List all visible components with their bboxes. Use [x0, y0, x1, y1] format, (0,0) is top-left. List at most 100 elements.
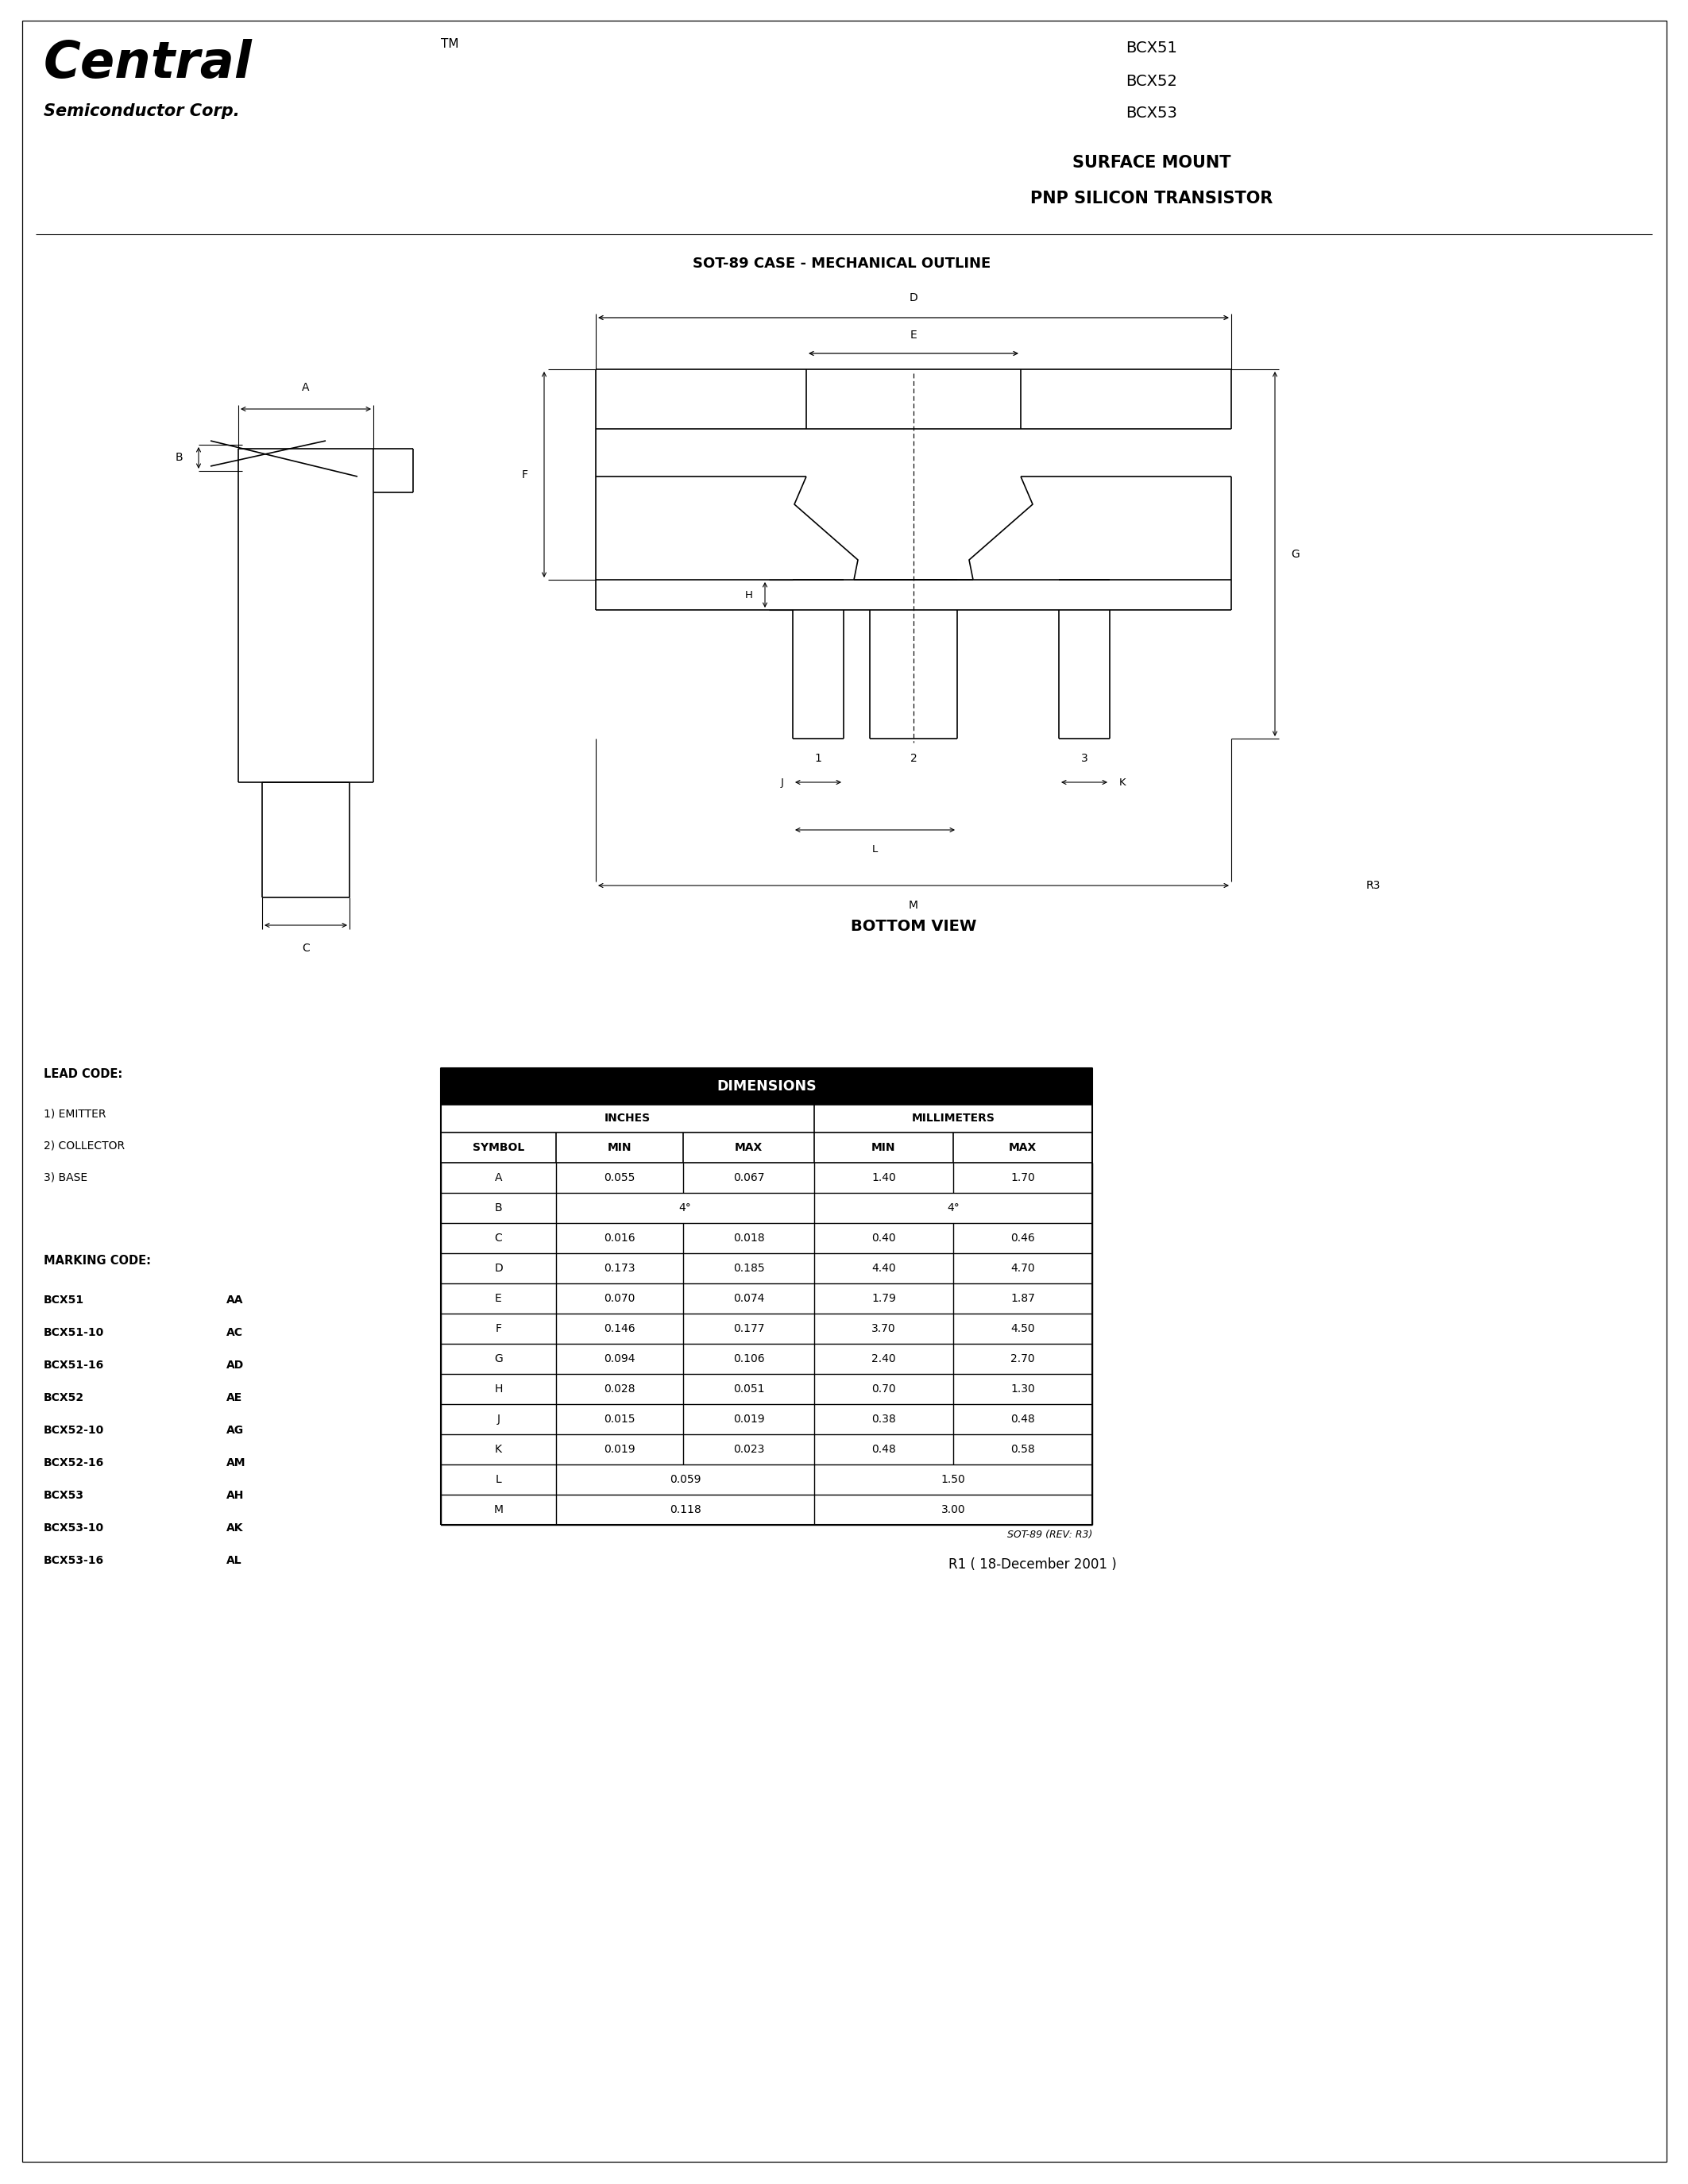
Text: BCX53: BCX53	[44, 1489, 84, 1500]
Text: 0.70: 0.70	[871, 1382, 896, 1396]
Text: Semiconductor Corp.: Semiconductor Corp.	[44, 103, 240, 120]
Text: F: F	[522, 470, 528, 480]
Text: G: G	[495, 1354, 503, 1365]
Text: C: C	[302, 943, 309, 954]
Text: 0.059: 0.059	[670, 1474, 701, 1485]
Text: DIMENSIONS: DIMENSIONS	[717, 1079, 817, 1094]
Text: 0.023: 0.023	[733, 1444, 765, 1455]
Text: BCX52: BCX52	[44, 1391, 84, 1404]
Text: AL: AL	[226, 1555, 241, 1566]
Text: 2.40: 2.40	[871, 1354, 896, 1365]
Text: 0.016: 0.016	[604, 1232, 635, 1243]
Text: 4°: 4°	[947, 1203, 959, 1214]
Text: TM: TM	[441, 37, 459, 50]
Text: F: F	[495, 1324, 501, 1334]
Text: 0.019: 0.019	[733, 1413, 765, 1424]
Text: 3.00: 3.00	[942, 1505, 966, 1516]
Text: AE: AE	[226, 1391, 243, 1404]
Text: SYMBOL: SYMBOL	[473, 1142, 525, 1153]
Text: 0.118: 0.118	[670, 1505, 701, 1516]
Text: J: J	[780, 778, 783, 788]
Text: MAX: MAX	[1009, 1142, 1036, 1153]
Text: LEAD CODE:: LEAD CODE:	[44, 1068, 123, 1081]
Text: 0.58: 0.58	[1011, 1444, 1035, 1455]
Text: 1.50: 1.50	[940, 1474, 966, 1485]
Text: SURFACE MOUNT: SURFACE MOUNT	[1072, 155, 1231, 170]
Text: A: A	[302, 382, 309, 393]
Text: 0.40: 0.40	[871, 1232, 896, 1243]
Text: 0.185: 0.185	[733, 1262, 765, 1273]
Text: Central: Central	[44, 39, 253, 87]
Text: 3) BASE: 3) BASE	[44, 1171, 88, 1182]
Text: 0.074: 0.074	[733, 1293, 765, 1304]
Text: 0.019: 0.019	[604, 1444, 635, 1455]
Text: 0.094: 0.094	[604, 1354, 635, 1365]
Text: A: A	[495, 1173, 503, 1184]
Text: 0.055: 0.055	[604, 1173, 635, 1184]
Text: L: L	[873, 845, 878, 854]
Text: 4°: 4°	[679, 1203, 692, 1214]
Text: 1.79: 1.79	[871, 1293, 896, 1304]
Text: AG: AG	[226, 1424, 245, 1435]
Text: 1.87: 1.87	[1011, 1293, 1035, 1304]
Text: D: D	[910, 293, 918, 304]
Text: 0.177: 0.177	[733, 1324, 765, 1334]
Text: MIN: MIN	[871, 1142, 896, 1153]
Text: H: H	[495, 1382, 503, 1396]
Text: D: D	[495, 1262, 503, 1273]
Text: AH: AH	[226, 1489, 245, 1500]
Text: 0.146: 0.146	[604, 1324, 635, 1334]
Text: 0.48: 0.48	[1011, 1413, 1035, 1424]
Text: J: J	[496, 1413, 500, 1424]
Text: INCHES: INCHES	[604, 1114, 650, 1125]
Text: R3: R3	[1366, 880, 1381, 891]
Text: 2: 2	[910, 753, 917, 764]
Text: BCX52-16: BCX52-16	[44, 1457, 105, 1468]
Bar	[441, 1068, 1092, 1105]
Text: K: K	[1119, 778, 1126, 788]
Text: M: M	[493, 1505, 503, 1516]
Text: C: C	[495, 1232, 503, 1243]
Text: 1) EMITTER: 1) EMITTER	[44, 1107, 106, 1118]
Text: 3.70: 3.70	[871, 1324, 896, 1334]
Text: 1.40: 1.40	[871, 1173, 896, 1184]
Text: 1: 1	[815, 753, 822, 764]
Text: 4.40: 4.40	[871, 1262, 896, 1273]
Text: 4.70: 4.70	[1011, 1262, 1035, 1273]
Text: 1.70: 1.70	[1011, 1173, 1035, 1184]
Text: 1.30: 1.30	[1011, 1382, 1035, 1396]
Text: AC: AC	[226, 1328, 243, 1339]
Text: BCX51-16: BCX51-16	[44, 1361, 105, 1372]
Text: MILLIMETERS: MILLIMETERS	[912, 1114, 994, 1125]
Text: MAX: MAX	[734, 1142, 763, 1153]
Text: 0.028: 0.028	[604, 1382, 635, 1396]
Text: BCX51: BCX51	[44, 1295, 84, 1306]
Text: MIN: MIN	[608, 1142, 631, 1153]
Text: BCX52-10: BCX52-10	[44, 1424, 105, 1435]
Text: H: H	[744, 590, 753, 601]
Text: BCX53-10: BCX53-10	[44, 1522, 105, 1533]
Text: 4.50: 4.50	[1011, 1324, 1035, 1334]
Text: BOTTOM VIEW: BOTTOM VIEW	[851, 919, 976, 935]
Text: G: G	[1291, 548, 1300, 559]
Text: BCX53: BCX53	[1126, 107, 1178, 120]
Text: 0.015: 0.015	[604, 1413, 635, 1424]
Text: BCX52: BCX52	[1126, 74, 1178, 90]
Text: 0.051: 0.051	[733, 1382, 765, 1396]
Text: AM: AM	[226, 1457, 246, 1468]
Text: 3: 3	[1080, 753, 1087, 764]
Text: B: B	[495, 1203, 503, 1214]
Text: 0.067: 0.067	[733, 1173, 765, 1184]
Text: AK: AK	[226, 1522, 243, 1533]
Text: 0.38: 0.38	[871, 1413, 896, 1424]
Text: BCX53-16: BCX53-16	[44, 1555, 105, 1566]
Text: E: E	[910, 330, 917, 341]
Text: R1 ( 18-December 2001 ): R1 ( 18-December 2001 )	[949, 1557, 1117, 1572]
Text: K: K	[495, 1444, 501, 1455]
Text: 2.70: 2.70	[1011, 1354, 1035, 1365]
Text: E: E	[495, 1293, 501, 1304]
Text: AD: AD	[226, 1361, 245, 1372]
Text: SOT-89 CASE - MECHANICAL OUTLINE: SOT-89 CASE - MECHANICAL OUTLINE	[694, 256, 991, 271]
Text: 0.018: 0.018	[733, 1232, 765, 1243]
Text: 0.106: 0.106	[733, 1354, 765, 1365]
